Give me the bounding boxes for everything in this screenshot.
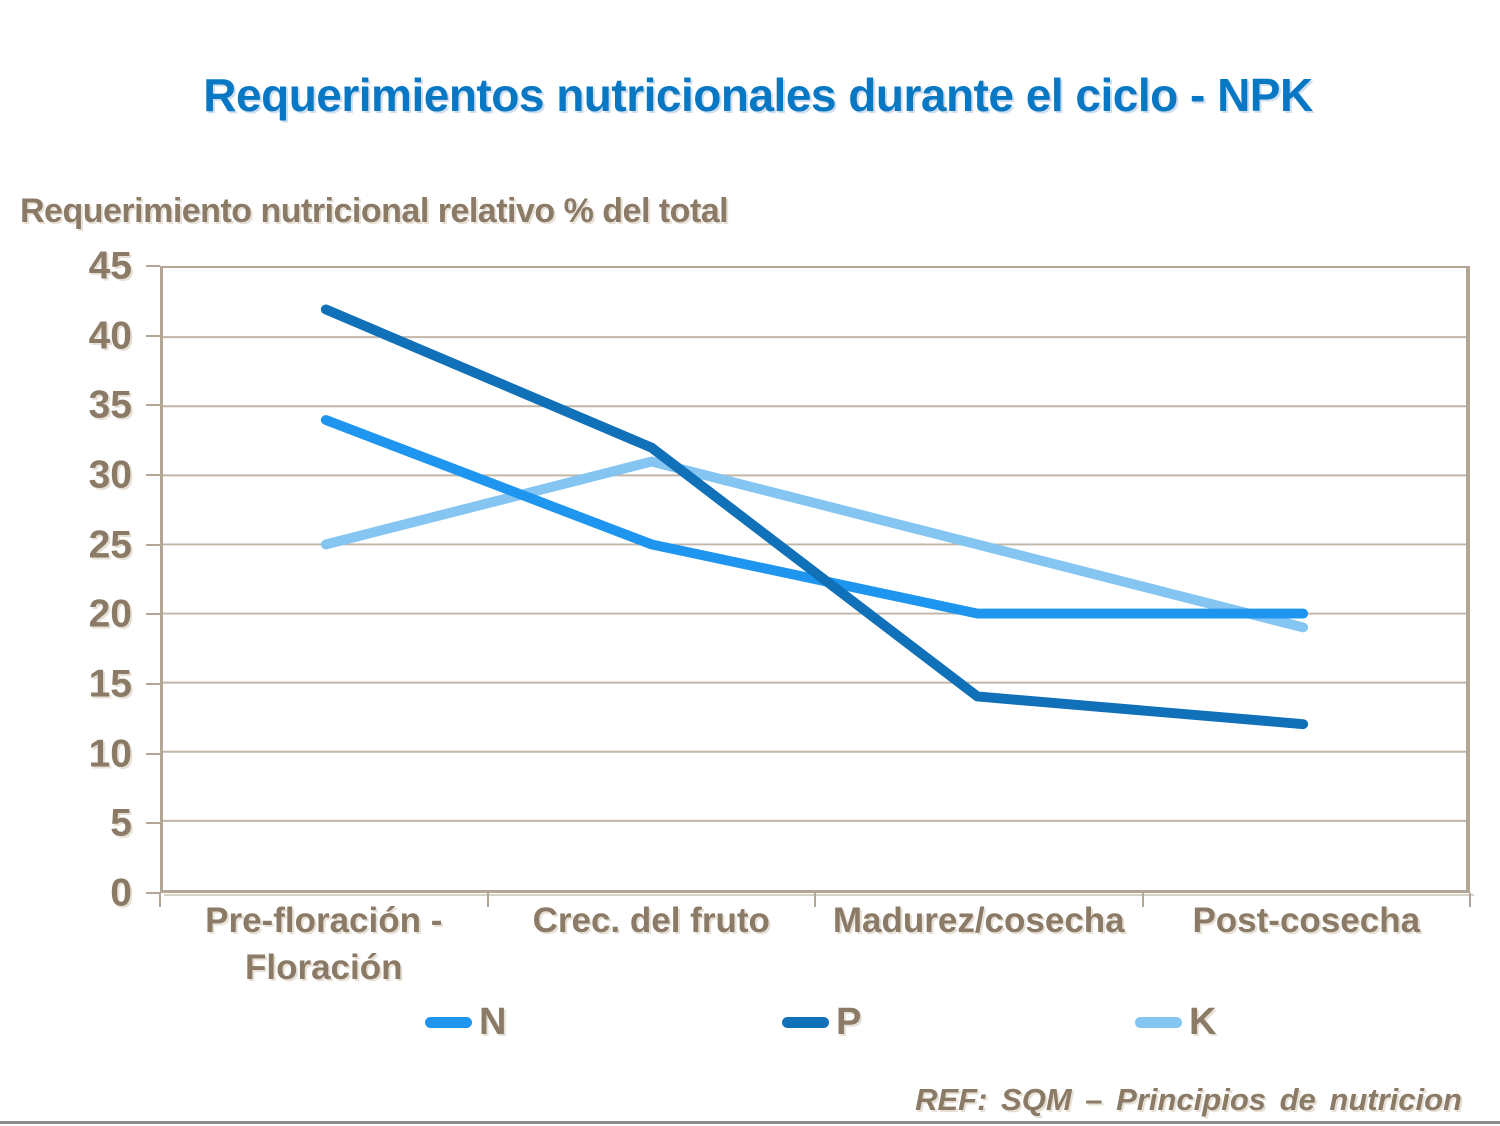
y-tick-label: 15 xyxy=(88,662,132,706)
y-tick-label: 35 xyxy=(88,383,132,427)
legend-item-P: P xyxy=(782,1000,861,1044)
y-tick-label: 45 xyxy=(88,244,132,288)
y-tick-label: 5 xyxy=(110,801,132,845)
x-tick-mark xyxy=(159,893,161,907)
chart-title: Requerimientos nutricionales durante el … xyxy=(203,69,1313,121)
x-axis-shadow xyxy=(164,894,1474,896)
legend-item-N: N xyxy=(425,1000,506,1044)
y-tick-label: 10 xyxy=(88,732,132,776)
y-tick-mark xyxy=(146,892,160,894)
y-tick-label: 30 xyxy=(88,453,132,497)
legend-swatch-P xyxy=(782,1016,829,1028)
y-tick-mark xyxy=(146,752,160,755)
footer-rule xyxy=(0,1121,1500,1124)
legend-item-K: K xyxy=(1135,1000,1216,1044)
x-tick-mark xyxy=(814,893,816,907)
x-tick-mark xyxy=(1141,893,1144,907)
y-tick-label: 25 xyxy=(88,523,132,567)
x-tick-mark xyxy=(486,893,489,907)
y-axis-title: Requerimiento nutricional relativo % del… xyxy=(20,192,729,230)
x-category-label: Pre-floración - Floración xyxy=(205,901,443,987)
x-tick-mark xyxy=(1469,893,1471,907)
legend-swatch-N xyxy=(425,1016,472,1028)
y-tick-mark xyxy=(146,683,160,685)
y-tick-label: 20 xyxy=(88,592,132,636)
y-tick-mark xyxy=(146,543,160,546)
footer-reference: REF: SQM – Principios de nutricion xyxy=(915,1082,1462,1117)
y-tick-mark xyxy=(146,822,160,825)
y-tick-label: 40 xyxy=(88,314,132,358)
x-category-label: Madurez/cosecha xyxy=(832,901,1125,940)
series-line-K xyxy=(320,456,1309,633)
legend-label: K xyxy=(1189,1001,1217,1043)
plot-area xyxy=(160,266,1470,893)
y-tick-label: 0 xyxy=(110,871,132,915)
y-tick-mark xyxy=(146,265,160,267)
y-tick-mark xyxy=(146,474,160,476)
legend-swatch-K xyxy=(1135,1016,1182,1028)
y-tick-mark xyxy=(146,334,160,337)
y-tick-mark xyxy=(146,404,160,407)
legend-label: P xyxy=(836,1001,862,1043)
x-category-label: Crec. del fruto xyxy=(532,901,770,940)
y-tick-mark xyxy=(146,613,160,616)
series-line-N xyxy=(320,415,1309,619)
legend-label: N xyxy=(479,1001,507,1043)
x-category-label: Post-cosecha xyxy=(1192,901,1421,940)
series-line-P xyxy=(320,304,1309,730)
